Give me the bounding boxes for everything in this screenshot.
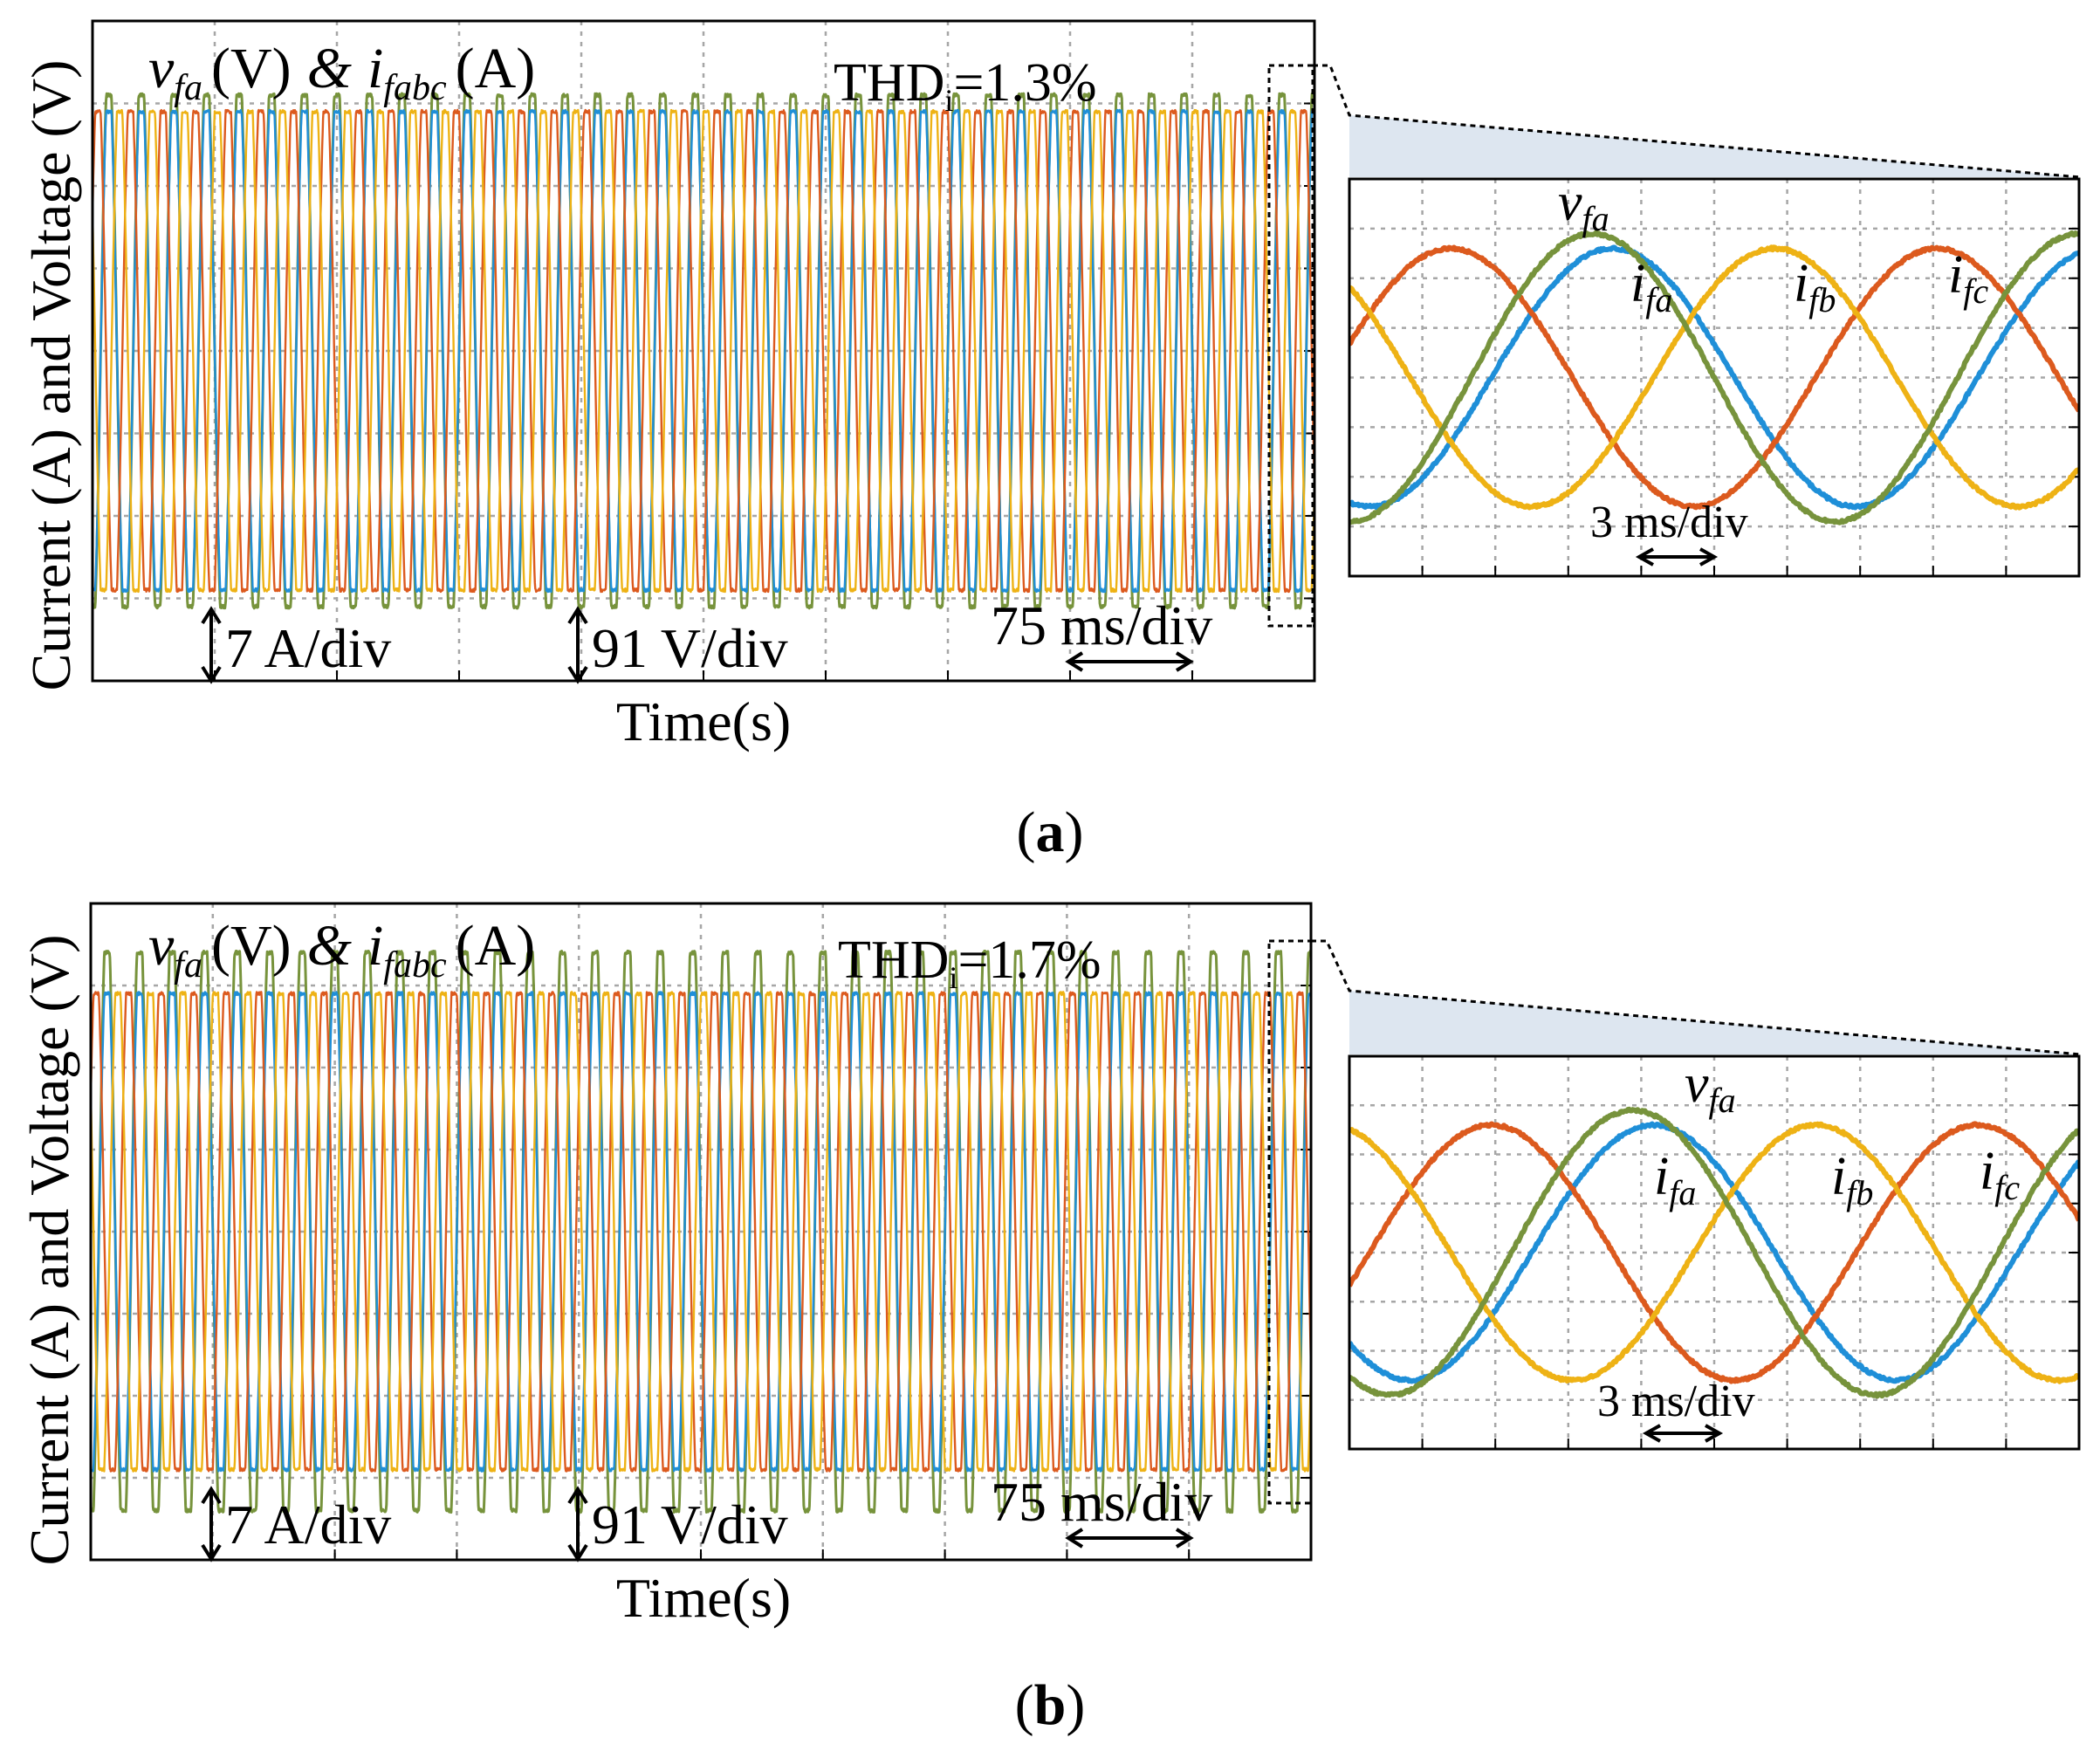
caption-a: (a) [1017,800,1084,864]
time-scale-label-b: 75 ms/div [991,1471,1212,1533]
main-trace-i-fc [93,108,1314,594]
panel-b: vfa (V) & ifabc (A) THDi=1.7% 7 A/div 91 V/d… [18,902,2082,1737]
zoom-label-ifc-b: ifc [1980,1142,2020,1207]
zoom-time-label-b: 3 ms/div [1597,1377,1755,1426]
zoom-label-ifa-b: ifa [1654,1147,1696,1212]
time-scale-marker-b [1065,1528,1194,1549]
voltage-scale-marker-a [567,606,588,684]
main-trace-i-fb [91,991,1311,1473]
thd-label-a: THDi=1.3% [834,53,1097,118]
y-axis-label-b: Current (A) and Voltage (V) [18,935,80,1566]
zoom-plot-a-frame [1348,177,2081,578]
voltage-scale-label-a: 91 V/div [592,617,788,679]
title-b: vfa (V) & ifabc (A) [148,914,535,985]
zoom-label-ifc-a: ifc [1948,245,1988,311]
thd-label-b: THDi=1.7% [838,931,1101,995]
zoom-plot-b-grid [1349,1056,2079,1449]
time-scale-label-a: 75 ms/div [991,594,1212,656]
zoom-trace-i-fa [1349,1121,2079,1384]
main-plot-b-traces [91,949,1311,1514]
zoom-label-ifa-a: ifa [1630,254,1672,319]
zoom-time-label-a: 3 ms/div [1590,498,1748,547]
zoom-plot-b-traces [1349,1106,2079,1399]
current-scale-label-b: 7 A/div [225,1494,391,1555]
zoom-trace-i-fb [1349,244,2079,511]
voltage-scale-label-b: 91 V/div [592,1494,788,1555]
zoom-label-ifb-b: ifb [1831,1147,1873,1212]
zoom-trace-i-fa [1349,244,2079,511]
main-trace-i-fa [93,108,1314,594]
zoom-time-marker-a [1635,547,1719,567]
main-trace-i-fc [91,991,1311,1473]
zoom-label-ifb-a: ifb [1794,254,1836,319]
zoom-source-box-a [1267,64,1314,628]
title-a: vfa (V) & ifabc (A) [148,37,535,108]
current-scale-marker-b [201,1486,222,1562]
x-axis-label-a: Time(s) [616,690,791,752]
zoom-plot-a-grid [1349,179,2079,576]
zoom-trace-i-fb [1349,1121,2079,1384]
zoom-source-box-b [1267,939,1313,1505]
zoom-label-vfa-a: vfa [1558,173,1609,238]
panel-a: vfa (V) & ifabc (A) THDi=1.3% 7 A/div 91 V/d… [20,19,2082,864]
caption-b: (b) [1015,1673,1086,1737]
zoom-trace-i-fc [1349,1121,2079,1384]
main-trace-i-fb [93,108,1314,594]
zoom-time-marker-b [1642,1424,1724,1443]
zoom-label-vfa-b: vfa [1685,1054,1736,1120]
zoom-connector-top-b [1311,939,2082,1056]
zoom-plot-a-traces [1349,230,2079,525]
y-axis-label-a: Current (A) and Voltage (V) [20,60,82,691]
voltage-scale-marker-b [567,1486,588,1562]
time-scale-marker-a [1065,651,1194,672]
zoom-plot-b-frame [1348,1054,2081,1451]
zoom-trace-i-fc [1349,244,2079,511]
current-scale-marker-a [201,606,222,684]
x-axis-label-b: Time(s) [616,1567,791,1629]
main-plot-b-frame [89,902,1313,1562]
main-plot-a-traces [93,92,1314,610]
zoom-trace-v-fa [1349,230,2079,525]
zoom-trace-v-fa [1349,1106,2079,1399]
main-plot-a-frame [91,19,1316,683]
current-scale-label-a: 7 A/div [225,617,391,679]
main-trace-i-fa [91,991,1311,1473]
